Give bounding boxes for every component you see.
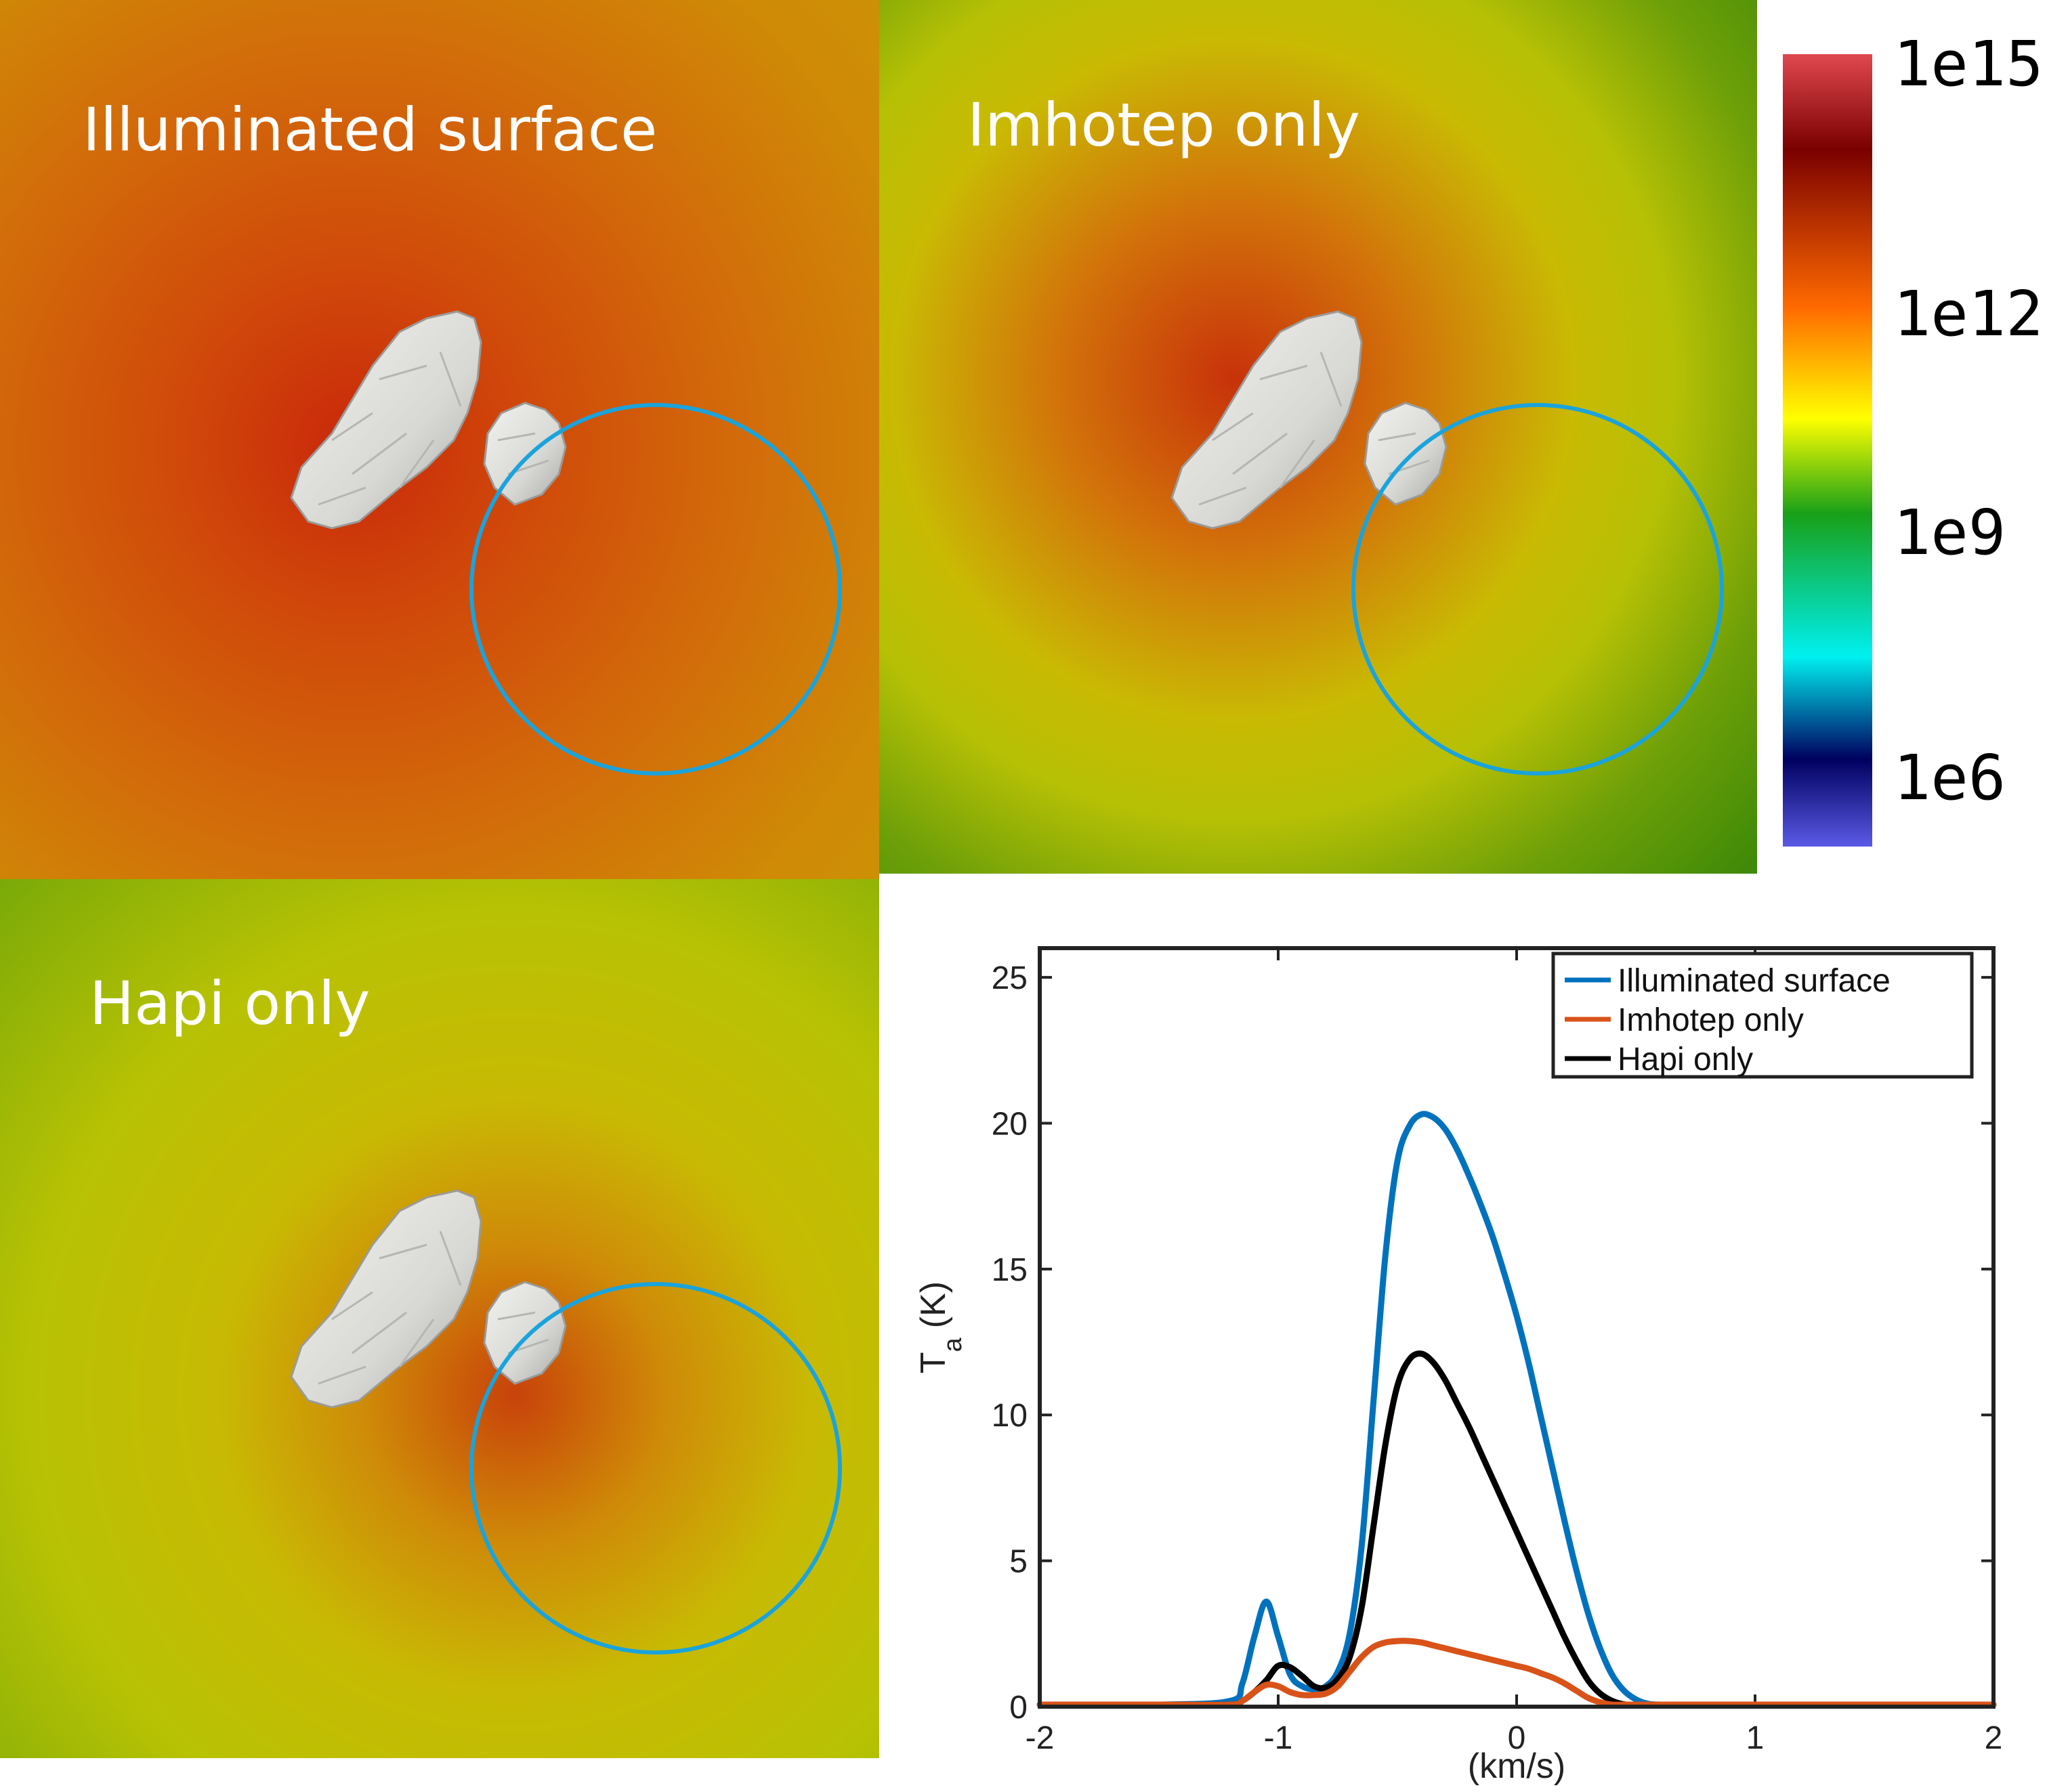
x-tick-label: -1: [1264, 1720, 1293, 1756]
colorbar: 1e15 1e12 1e9 1e6: [1783, 28, 2044, 847]
colorbar-label-1e9: 1e9: [1893, 496, 2006, 569]
y-axis-title: Ta (K): [914, 1281, 967, 1373]
chart-legend: Illuminated surface Imhotep only Hapi on…: [1551, 952, 1974, 1079]
y-axis-title-sub: a: [939, 1337, 967, 1352]
legend-label-illuminated: Illuminated surface: [1618, 963, 1891, 999]
series-line-illuminated: [1036, 1111, 1997, 1708]
colorbar-label-1e15: 1e15: [1893, 28, 2044, 100]
y-axis-title-unit: (K): [914, 1281, 953, 1328]
x-tick-label: 1: [1746, 1720, 1765, 1756]
colorbar-label-1e6: 1e6: [1893, 742, 2006, 814]
legend-label-hapi: Hapi only: [1618, 1042, 1753, 1078]
y-axis-title-main: T: [914, 1352, 953, 1373]
beam-aperture-circle: [469, 403, 842, 775]
x-tick-label: 2: [1985, 1720, 2003, 1756]
legend-box: [1551, 952, 1974, 1079]
panel-imhotep-only: Imhotep only: [879, 0, 1757, 874]
beam-aperture-circle: [1351, 403, 1724, 775]
colorbar-label-1e12: 1e12: [1893, 278, 2044, 350]
panel-label-illuminated: Illuminated surface: [83, 95, 657, 165]
panel-hapi-only: Hapi only: [0, 879, 879, 1758]
y-tick-label: 5: [1009, 1544, 1028, 1580]
x-tick-label: -2: [1026, 1720, 1055, 1756]
svg-text:Ta(K): Ta (K): [914, 1281, 967, 1373]
y-tick-label: 25: [992, 960, 1028, 996]
x-axis-title: (km/s): [1468, 1747, 1565, 1786]
chart-series: [1036, 1111, 1997, 1708]
y-tick-label: 20: [992, 1106, 1028, 1142]
panel-label-hapi: Hapi only: [89, 968, 371, 1038]
y-tick-label: 0: [1009, 1690, 1028, 1726]
legend-label-imhotep: Imhotep only: [1618, 1002, 1804, 1038]
x-tick-label: 0: [1508, 1720, 1526, 1756]
y-tick-label: 15: [992, 1252, 1028, 1288]
plot-frame: [1038, 946, 1996, 1709]
panel-illuminated-surface: Illuminated surface: [0, 0, 879, 879]
series-line-hapi: [1036, 1350, 1997, 1708]
panel-label-imhotep: Imhotep only: [967, 90, 1360, 160]
colorbar-gradient: [1783, 54, 1872, 847]
beam-aperture-circle: [469, 1282, 842, 1655]
y-tick-label: 10: [992, 1398, 1028, 1434]
